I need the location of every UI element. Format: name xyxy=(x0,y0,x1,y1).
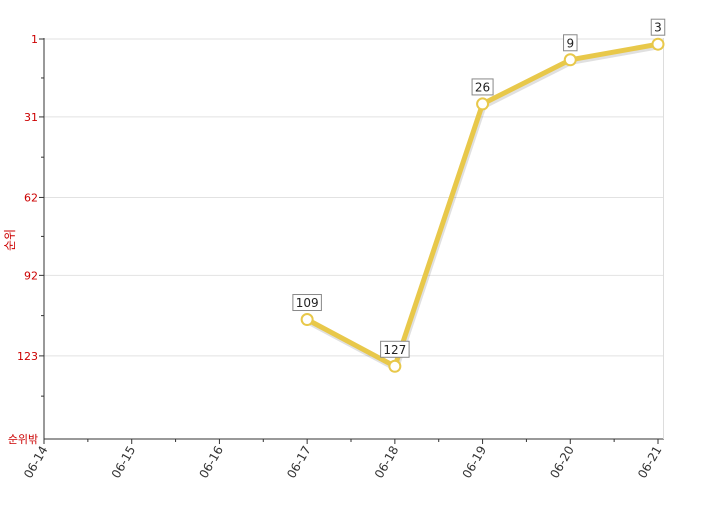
y-tick-label: 123 xyxy=(17,350,38,363)
data-label: 127 xyxy=(383,343,406,357)
y-tick-label: 1 xyxy=(31,33,38,46)
axes xyxy=(43,38,664,440)
x-tick-label: 06-16 xyxy=(196,444,226,481)
data-label: 3 xyxy=(654,21,662,35)
x-tick-label: 06-21 xyxy=(635,444,665,481)
data-label: 9 xyxy=(566,36,574,50)
y-ticks: 1 31 62 92 123 xyxy=(17,33,44,397)
data-point[interactable] xyxy=(300,313,314,327)
data-point[interactable] xyxy=(476,97,490,111)
data-label-box xyxy=(471,78,494,96)
y-tick-label: 62 xyxy=(24,191,38,204)
x-ticks: 06-14 06-15 06-16 06-17 06-18 06-19 06-20 06-21 xyxy=(21,439,665,481)
y-axis-title: 순위 xyxy=(3,229,17,251)
data-label: 109 xyxy=(296,296,319,310)
grid-lines xyxy=(44,38,663,357)
data-label-box xyxy=(650,18,666,36)
x-tick-label: 06-20 xyxy=(547,444,577,481)
data-label: 26 xyxy=(475,80,490,94)
data-label-box xyxy=(563,34,578,52)
x-tick-label: 06-18 xyxy=(372,444,402,481)
x-tick-label: 06-15 xyxy=(109,444,139,481)
y-bottom-label: 순위밖 xyxy=(8,433,38,446)
y-tick-label: 31 xyxy=(24,111,38,124)
data-label-box xyxy=(380,340,410,358)
x-tick-label: 06-17 xyxy=(284,444,314,481)
x-tick-label: 06-19 xyxy=(460,444,490,481)
y-tick-label: 92 xyxy=(24,269,38,282)
x-tick-label: 06-14 xyxy=(21,444,51,481)
data-label-box xyxy=(292,294,322,312)
data-point[interactable] xyxy=(651,37,665,51)
series-group: 109 127 26 9 3 xyxy=(292,18,666,373)
data-point[interactable] xyxy=(388,359,402,373)
data-point[interactable] xyxy=(563,53,577,67)
